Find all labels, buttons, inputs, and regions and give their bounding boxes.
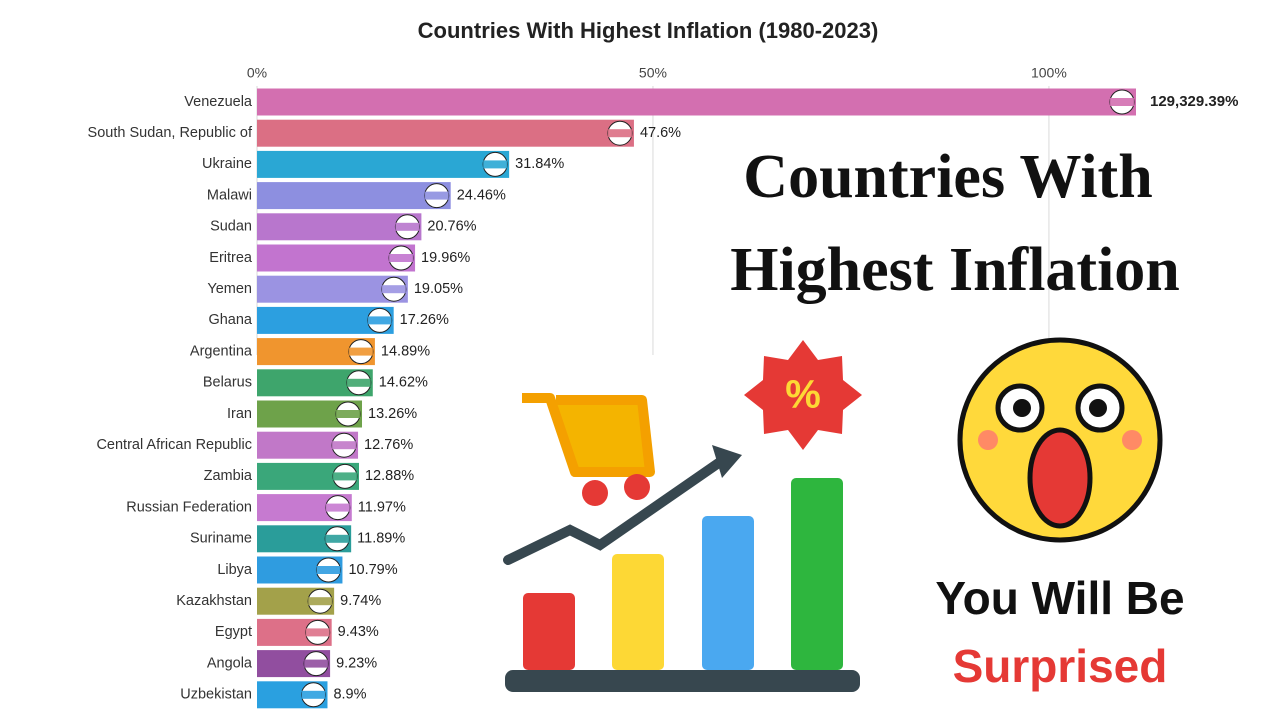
flag	[381, 285, 406, 294]
flag	[389, 254, 414, 262]
value-label: 11.89%	[357, 531, 405, 547]
x-tick-label: 100%	[1031, 65, 1067, 81]
value-label: 12.88%	[365, 468, 414, 484]
category-label: Sudan	[210, 219, 252, 235]
value-label: 9.23%	[336, 655, 377, 671]
flag	[1110, 98, 1134, 106]
flag	[332, 472, 357, 481]
value-label: 9.43%	[338, 624, 379, 640]
bar	[257, 182, 451, 210]
flag	[325, 503, 350, 512]
bar	[257, 88, 1136, 116]
value-label: 12.76%	[364, 437, 413, 453]
category-label: Belarus	[203, 375, 252, 391]
illustration-wheel	[624, 474, 650, 500]
x-tick-label: 0%	[247, 65, 267, 81]
flag	[316, 566, 341, 574]
flag	[305, 628, 330, 637]
flag	[367, 316, 392, 325]
emoji-pupil	[1089, 399, 1107, 417]
illustration-base	[505, 670, 860, 692]
flag	[301, 690, 326, 699]
illustration-bar	[523, 593, 575, 670]
value-label: 8.9%	[333, 687, 366, 703]
category-label: Suriname	[190, 531, 252, 547]
flag	[483, 160, 508, 169]
bar	[257, 150, 510, 178]
headline: Highest Inflation	[730, 236, 1180, 304]
flag	[308, 597, 333, 606]
illustration-bar	[702, 516, 754, 670]
flag	[348, 347, 373, 356]
value-label: 19.05%	[414, 281, 463, 297]
value-label: 19.96%	[421, 250, 470, 266]
flag	[346, 378, 371, 387]
chart-title: Countries With Highest Inflation (1980-2…	[418, 18, 879, 43]
category-label: Ghana	[208, 312, 252, 328]
value-label: 10.79%	[348, 562, 397, 578]
illustration-percent-icon: %	[785, 373, 821, 417]
value-label: 14.62%	[379, 375, 428, 391]
category-label: Eritrea	[209, 250, 253, 266]
illustration-bar	[791, 478, 843, 670]
value-label: 20.76%	[427, 219, 476, 235]
value-label: 14.89%	[381, 343, 430, 359]
illustration-arrow-head	[712, 445, 742, 478]
category-label: Yemen	[207, 281, 252, 297]
category-label: Egypt	[215, 624, 252, 640]
category-label: Ukraine	[202, 156, 252, 172]
bar	[257, 213, 422, 241]
category-label: Zambia	[204, 468, 253, 484]
illustration-wheel	[582, 480, 608, 506]
bar	[257, 119, 634, 147]
flag	[325, 534, 350, 543]
category-label: Angola	[207, 655, 253, 671]
value-label: 24.46%	[457, 187, 506, 203]
value-label: 11.97%	[358, 499, 406, 515]
illustration-bar	[612, 554, 664, 670]
illustration-cart	[522, 393, 655, 477]
category-label: Kazakhstan	[176, 593, 252, 609]
category-label: South Sudan, Republic of	[88, 125, 253, 141]
flag	[395, 222, 420, 231]
subheadline: You Will Be	[935, 572, 1184, 624]
category-label: Uzbekistan	[180, 687, 252, 703]
flag	[304, 659, 329, 668]
category-label: Venezuela	[184, 94, 253, 110]
headline: Countries With	[743, 143, 1152, 211]
value-label: 17.26%	[400, 312, 449, 328]
x-tick-label: 50%	[639, 65, 667, 81]
illustration-badge	[744, 340, 862, 450]
illustration-arrow	[503, 457, 725, 565]
illustration: %	[503, 337, 1163, 692]
emoji-pupil	[1013, 399, 1031, 417]
emoji-mouth	[1027, 427, 1093, 529]
value-label: 9.74%	[340, 593, 381, 609]
category-label: Libya	[217, 562, 253, 578]
flag	[332, 441, 357, 450]
value-label: 47.6%	[640, 125, 681, 141]
category-label: Russian Federation	[126, 499, 252, 515]
flag	[607, 129, 632, 138]
category-label: Iran	[227, 406, 252, 422]
category-label: Argentina	[190, 343, 253, 359]
flag	[424, 191, 449, 200]
category-label: Central African Republic	[96, 437, 252, 453]
category-label: Malawi	[207, 187, 252, 203]
value-label: 31.84%	[515, 156, 564, 172]
subheadline: Surprised	[953, 640, 1168, 692]
emoji-cheek	[978, 430, 998, 450]
value-label: 13.26%	[368, 406, 417, 422]
emoji-cheek	[1122, 430, 1142, 450]
flag	[336, 410, 361, 418]
value-label: 129,329.39%	[1150, 93, 1238, 110]
